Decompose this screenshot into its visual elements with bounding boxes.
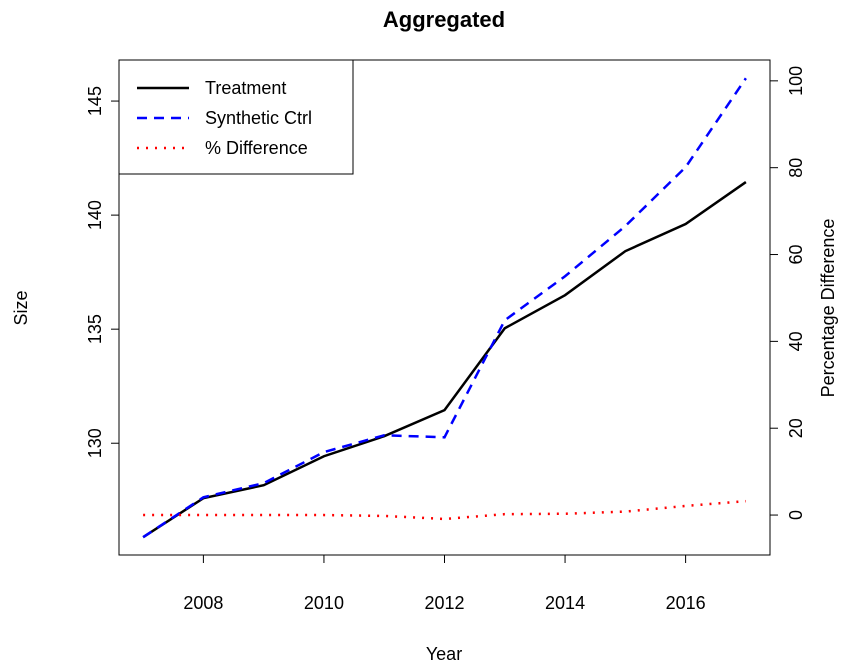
legend-label: % Difference	[205, 138, 308, 158]
y2-tick-label: 0	[786, 510, 806, 520]
y2-axis-label: Percentage Difference	[818, 219, 838, 398]
y2-tick-label: 40	[786, 331, 806, 351]
series-line	[143, 499, 746, 521]
x-axis-label: Year	[426, 644, 462, 664]
series-line	[142, 181, 747, 539]
series-line	[142, 77, 747, 539]
x-tick-label: 2010	[304, 593, 344, 613]
y-tick-label: 135	[85, 314, 105, 344]
legend-label: Treatment	[205, 78, 286, 98]
x-tick-label: 2014	[545, 593, 585, 613]
y2-tick-label: 60	[786, 245, 806, 265]
chart-title: Aggregated	[383, 7, 505, 32]
y-tick-label: 130	[85, 428, 105, 458]
legend-label: Synthetic Ctrl	[205, 108, 312, 128]
y2-tick-label: 100	[786, 66, 806, 96]
x-tick-label: 2012	[424, 593, 464, 613]
y2-tick-label: 80	[786, 158, 806, 178]
y-tick-label: 140	[85, 200, 105, 230]
y2-tick-label: 20	[786, 418, 806, 438]
x-tick-label: 2008	[183, 593, 223, 613]
y-axis-label: Size	[11, 290, 31, 325]
x-tick-label: 2016	[666, 593, 706, 613]
y-tick-label: 145	[85, 86, 105, 116]
